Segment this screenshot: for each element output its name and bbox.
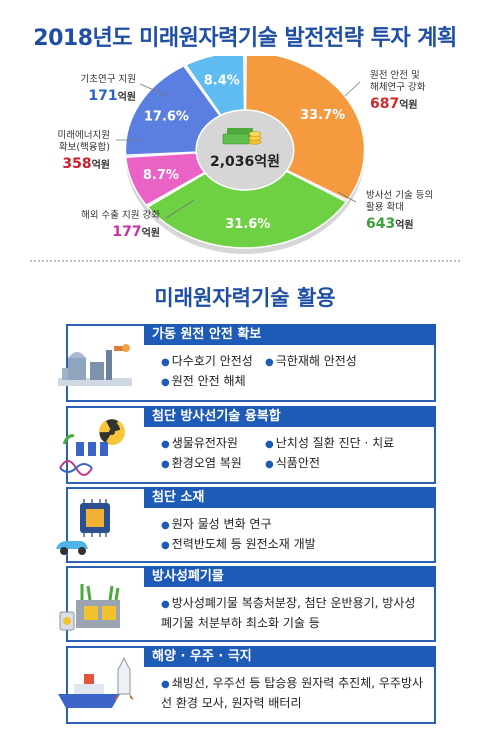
bullet-row: ● 전력반도체 등 원전소재 개발 [161,535,430,555]
bullet-row: ● 쇄빙선, 우주선 등 탑승용 원자력 추진체, 우주방사선 환경 모사, 원자… [161,674,430,713]
chip-car-icon [54,495,136,563]
bullet-item: ● 전력반도체 등 원전소재 개발 [161,537,316,551]
bullet-dot-icon: ● [161,357,170,368]
card-bullets: ● 원자 물성 변화 연구 ● 전력반도체 등 원전소재 개발 [161,515,430,555]
card-bullets: ● 다수호기 안전성 ● 극한재해 안전성 ● 원전 안전 해체 [161,352,430,392]
slice-pct-label-4: 8.4% [204,74,240,89]
section-title: 미래원자력기술 활용 [154,286,336,310]
leader-line-0 [344,81,361,97]
slice-amount-label-0: 687억원 [370,96,418,112]
bullet-dot-icon: ● [265,357,274,368]
bullet-text: 쇄빙선, 우주선 등 탑승용 원자력 추진체, 우주방사선 환경 모사, 원자력… [161,676,424,710]
bullet-item: ● 원자 물성 변화 연구 [161,517,272,531]
card-heading: 방사성폐기물 [144,566,436,587]
bullet-text: 원자 물성 변화 연구 [171,517,272,531]
bullet-item: ● 난치성 질환 진단 · 치료 [265,436,394,450]
leader-line-1 [337,191,357,203]
slice-category-label-0: 해체연구 강화 [370,81,426,93]
bullet-text: 다수호기 안전성 [171,354,253,368]
bullet-text: 극한재해 안전성 [275,354,357,368]
radiation-dna-icon [54,414,136,482]
money-stack-icon [222,128,262,145]
bullet-text: 식품안전 [275,456,320,470]
feature-card: 방사성폐기물 ● 방사성폐기물 복층처분장, 첨단 운반용기, 방사성 폐기물 처분… [59,566,436,642]
bullet-dot-icon: ● [161,520,170,531]
card-heading: 첨단 방사선기술 융복합 [144,406,436,427]
bullet-item: ● 생물유전자원 [161,434,265,454]
bullet-dot-icon: ● [265,459,274,470]
bullet-dot-icon: ● [161,439,170,450]
bullet-row: ● 방사성폐기물 복층처분장, 첨단 운반용기, 방사성 폐기물 처분부하 최소화… [161,594,430,633]
card-heading: 첨단 소재 [144,487,436,508]
bullet-item: ● 극한재해 안전성 [265,354,357,368]
bullet-dot-icon: ● [161,459,170,470]
leader-line-2 [165,199,195,219]
slice-pct-label-1: 31.6% [225,217,270,232]
bullet-row: ● 환경오염 복원 ● 식품안전 [161,454,430,474]
bullet-text: 전력반도체 등 원전소재 개발 [171,537,316,551]
section-divider [30,260,460,262]
bullet-dot-icon: ● [161,540,170,551]
bullet-text: 원전 안전 해체 [171,374,246,388]
slice-category-label-1: 방사선 기술 등의 [366,190,433,201]
card-bullets: ● 쇄빙선, 우주선 등 탑승용 원자력 추진체, 우주방사선 환경 모사, 원자… [161,674,430,713]
feature-card: 해양 · 우주 · 극지 ● 쇄빙선, 우주선 등 탑승용 원자력 추진체, 우주방… [58,646,436,724]
slice-category-label-3: 미래에너지원 [58,130,110,141]
donut-slice-0 [244,56,366,202]
slice-pct-label-2: 8.7% [143,168,179,183]
slice-pct-label-0: 33.7% [300,108,345,123]
nuclear-plant-icon [54,332,136,400]
waste-barrel-icon [54,574,136,642]
bullet-dot-icon: ● [265,439,274,450]
card-bullets: ● 생물유전자원 ● 난치성 질환 진단 · 치료 ● 환경오염 복원 ● 식품안전 [161,434,430,474]
card-heading: 가동 원전 안전 확보 [144,324,436,345]
bullet-item: ● 환경오염 복원 [161,454,265,474]
bullet-text: 난치성 질환 진단 · 치료 [275,436,395,450]
bullet-item: ● 식품안전 [265,456,320,470]
bullet-dot-icon: ● [161,377,170,388]
slice-pct-label-3: 17.6% [144,110,189,125]
bullet-item: ● 다수호기 안전성 [161,352,265,372]
bullet-dot-icon: ● [161,599,170,610]
bullet-text: 환경오염 복원 [171,456,242,470]
donut-slice-3 [124,64,222,156]
bullet-item: ● 방사성폐기물 복층처분장, 첨단 운반용기, 방사성 폐기물 처분부하 최소화… [161,596,415,630]
bullet-item: ● 원전 안전 해체 [161,374,246,388]
donut-slice-1 [146,170,348,249]
bullet-text: 방사성폐기물 복층처분장, 첨단 운반용기, 방사성 폐기물 처분부하 최소화 … [161,596,416,630]
bullet-row: ● 생물유전자원 ● 난치성 질환 진단 · 치료 [161,434,430,454]
feature-card: 가동 원전 안전 확보 ● 다수호기 안전성 ● 극한재해 안전성 ● 원전 안전 해체 [58,324,436,402]
leader-line-4 [139,83,169,97]
feature-card: 첨단 방사선기술 융복합 ● 생물유전자원 ● 난치성 질환 진단 · 치료 ● 환경오염 … [59,406,436,484]
card-bullets: ● 방사성폐기물 복층처분장, 첨단 운반용기, 방사성 폐기물 처분부하 최소화… [161,594,430,633]
bullet-row: ● 원자 물성 변화 연구 [161,515,430,535]
slice-category-label-4: 기초연구 지원 [81,74,136,85]
slice-amount-label-1: 643억원 [366,216,414,232]
page-title: 2018년도 미래원자력기술 발전전략 투자 계획 [33,26,457,51]
bullet-item: ● 쇄빙선, 우주선 등 탑승용 원자력 추진체, 우주방사선 환경 모사, 원자… [161,676,423,710]
bullet-text: 생물유전자원 [171,436,238,450]
slice-category-label-3: 확보(핵융합) [59,141,110,153]
slice-category-label-0: 원전 안전 및 [370,69,420,81]
slice-amount-label-2: 177억원 [112,224,160,240]
donut-slice-2 [124,152,206,207]
bullet-row: ● 원전 안전 해체 [161,372,430,392]
slice-amount-label-4: 171억원 [88,88,136,104]
feature-card: 첨단 소재 ● 원자 물성 변화 연구 ● 전력반도체 등 원전소재 개발 [56,487,436,563]
slice-amount-label-3: 358억원 [62,156,110,172]
card-heading: 해양 · 우주 · 극지 [144,646,436,667]
slice-category-label-2: 해외 수출 지원 강화 [81,209,160,221]
bullet-row: ● 다수호기 안전성 ● 극한재해 안전성 [161,352,430,372]
bullet-dot-icon: ● [161,679,170,690]
donut-chart: 33.7% 31.6% 8.7% 17.6% 8.4% 2,036억원 원전 안전 및해체연… [58,56,433,254]
slice-category-label-1: 활용 확대 [366,201,404,213]
donut-total: 2,036억원 [210,154,280,170]
donut-slice-4 [184,56,246,117]
ship-rocket-icon [54,654,136,722]
